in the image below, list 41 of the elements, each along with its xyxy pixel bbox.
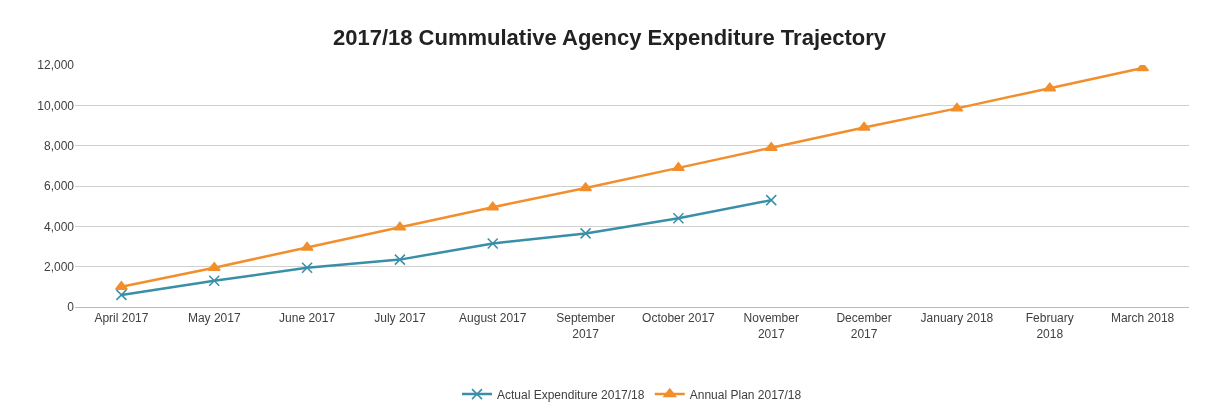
point [579,227,592,240]
x-tick-label: June 2017 [279,311,336,326]
point [671,162,685,172]
y-tick-label: 6,000 [43,179,75,194]
x-tick-label: March 2018 [1110,311,1175,326]
point [950,102,964,112]
y-tick-label: 12,000 [37,58,75,73]
point [207,261,221,271]
y-tick-label: 4,000 [43,219,75,234]
legend-label: Actual Expenditure 2017/18 [497,387,645,402]
y-tick-label: 2,000 [43,259,75,274]
x-tick-label: August 2017 [459,311,527,326]
x-tick-label: February 2018 [1025,311,1074,341]
point [487,237,499,250]
x-tick-label: September 2017 [556,311,615,341]
x-tick-label: May 2017 [187,311,241,326]
y-tick-label: 10,000 [37,98,75,113]
point [300,241,314,251]
point [1043,82,1057,92]
x-tick-label: December 2017 [836,311,892,341]
legend-label: Annual Plan 2017/18 [689,387,802,402]
point [486,201,500,211]
point [765,194,777,206]
point [764,141,778,151]
point [579,182,593,192]
point [394,253,406,266]
y-tick-label: 0 [67,300,75,315]
point [114,281,128,291]
point [301,261,313,274]
point [857,121,871,131]
point [208,275,220,287]
x-tick-label: January 2018 [920,311,994,326]
x-tick-label: November 2017 [743,311,799,341]
x-tick-label: April 2017 [94,311,149,326]
chart-title: 2017/18 Cummulative Agency Expenditure Trajectory [332,24,887,50]
point [672,212,685,225]
y-tick-label: 8,000 [43,138,75,153]
x-tick-label: July 2017 [374,311,426,326]
x-tick-label: October 2017 [642,311,716,326]
point [393,221,407,231]
point [115,289,128,301]
